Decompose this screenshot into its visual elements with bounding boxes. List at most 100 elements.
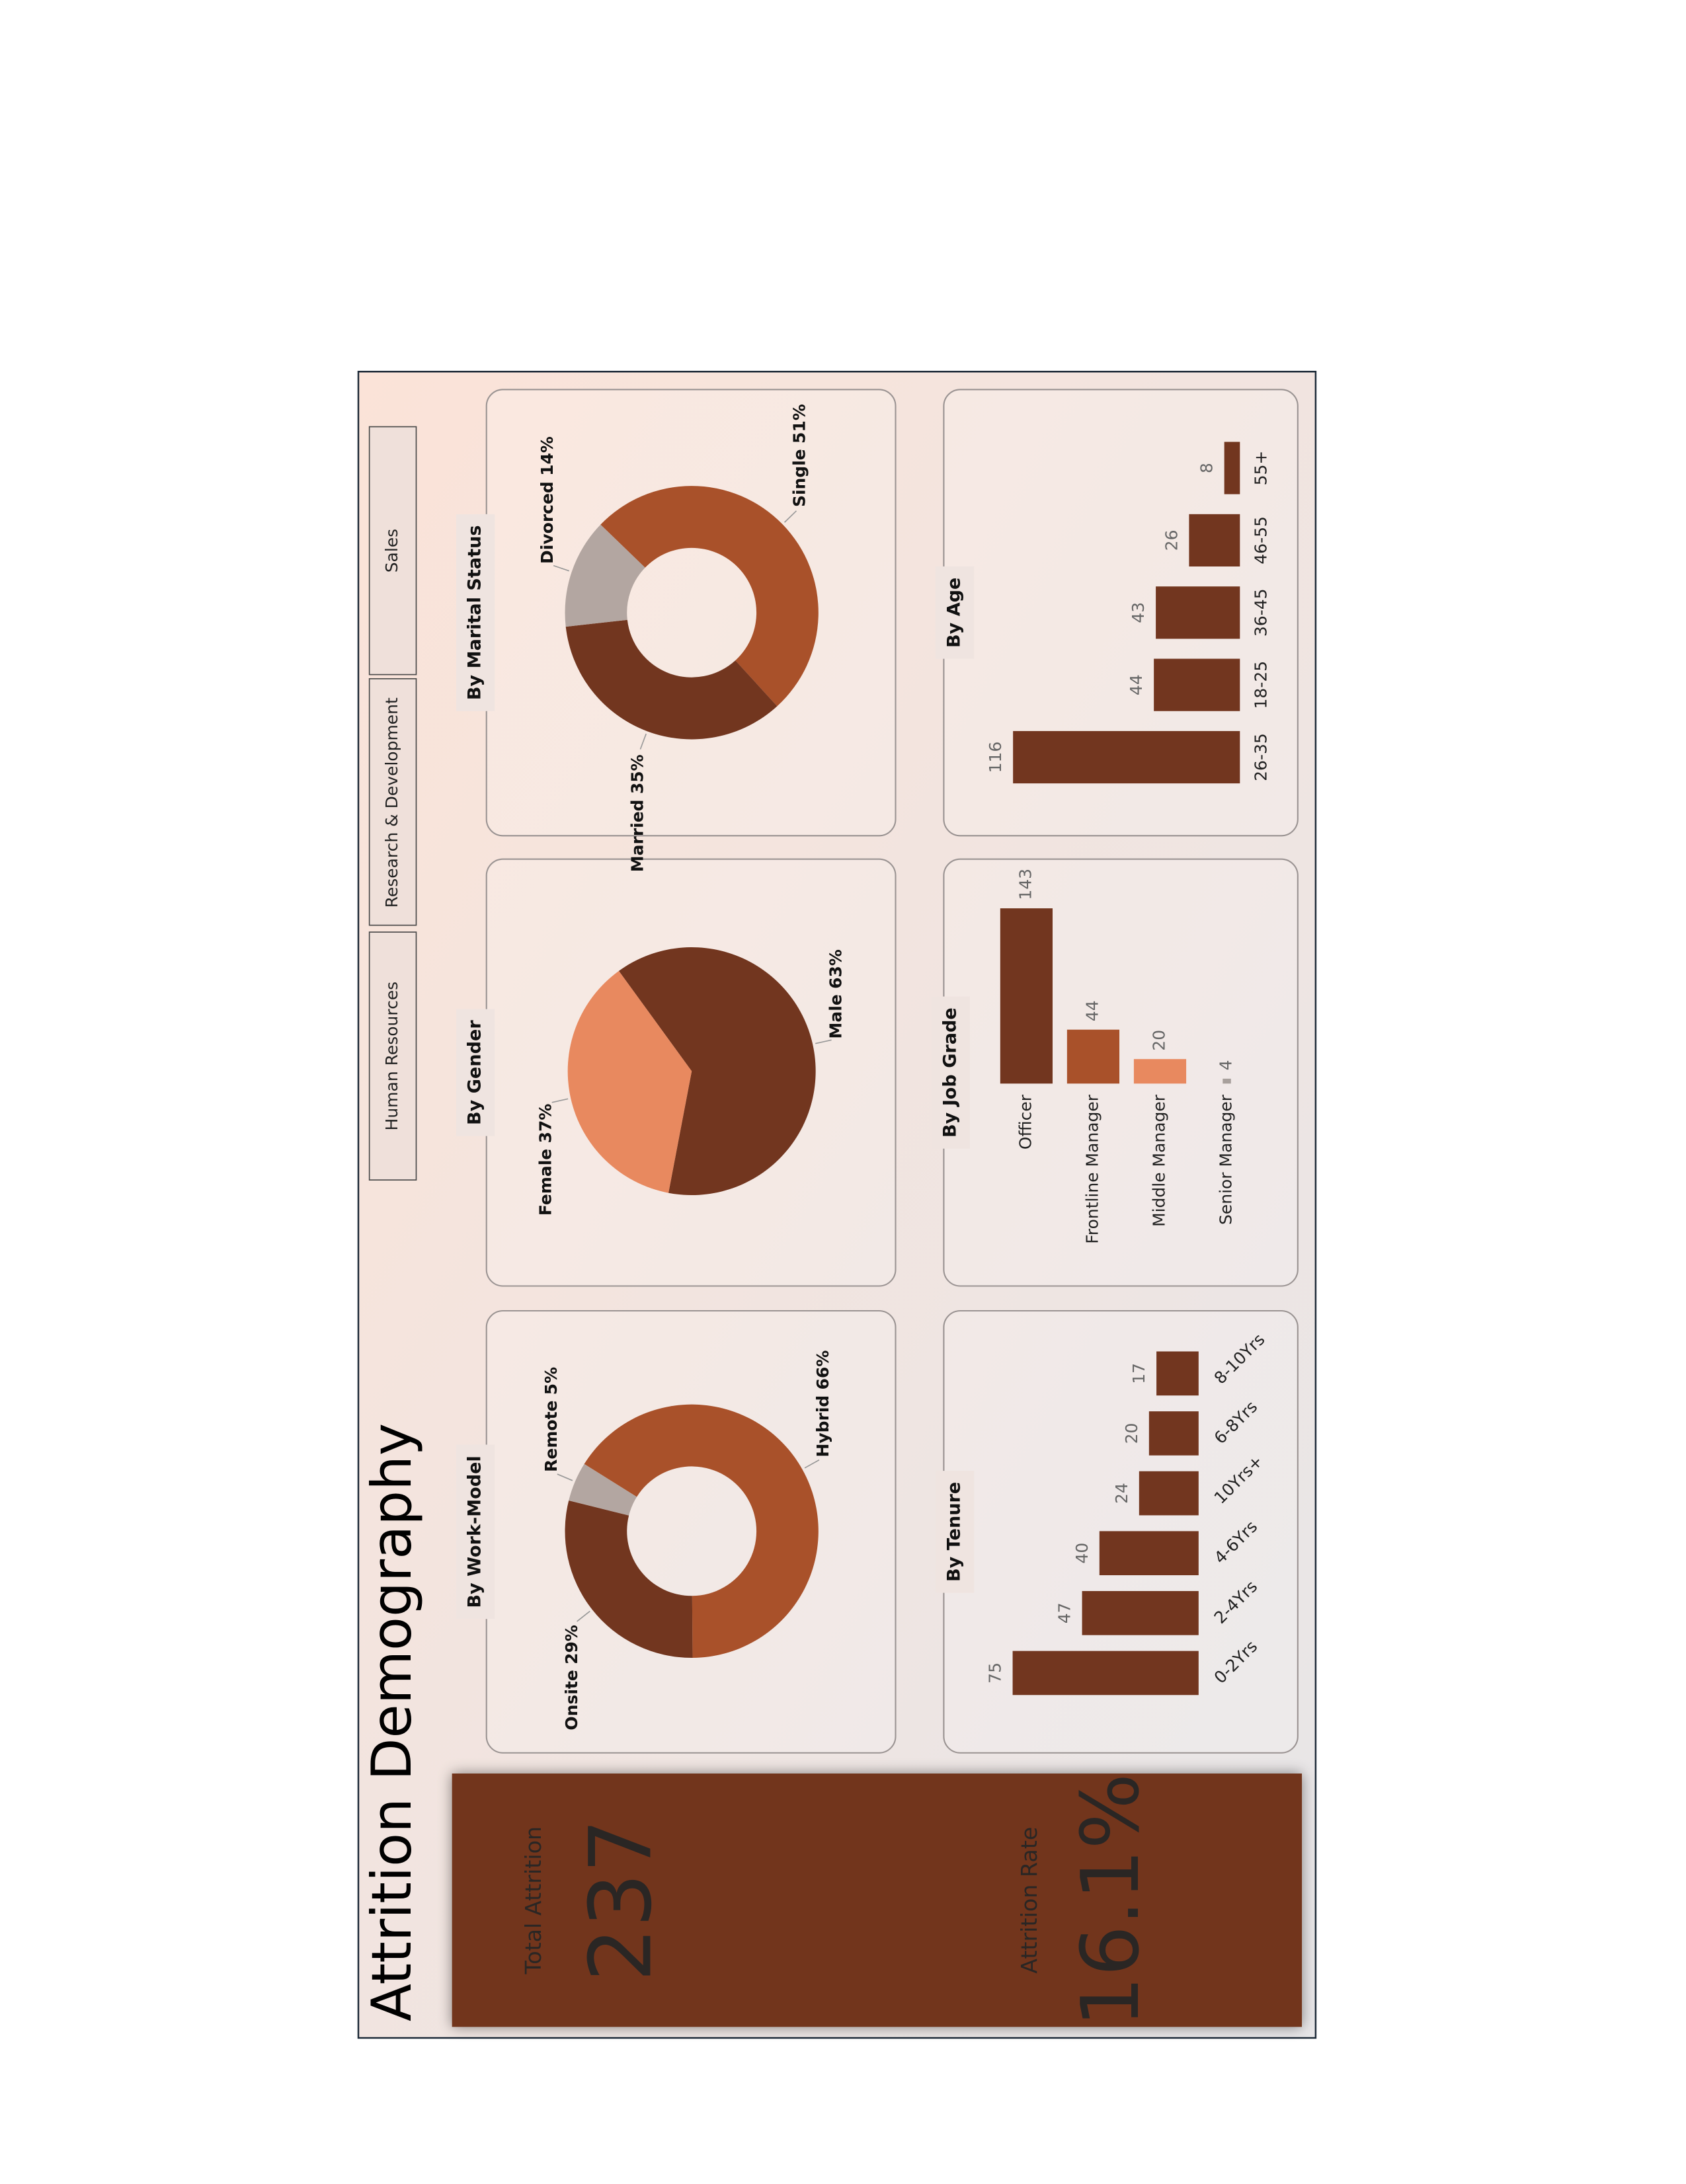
bar	[1156, 1351, 1199, 1396]
category-label: Frontline Manager	[1082, 1094, 1102, 1243]
pie-slice	[569, 1463, 637, 1516]
dashboard-background	[357, 370, 1317, 2039]
pie-slice	[565, 524, 645, 627]
chart-title-background	[935, 1471, 975, 1593]
data-label: Male 63%	[826, 949, 846, 1038]
value-label: 43	[1129, 602, 1148, 623]
bar	[1082, 1590, 1199, 1635]
bar	[1223, 1078, 1231, 1084]
bar	[1148, 1411, 1199, 1456]
category-label: Middle Manager	[1149, 1094, 1168, 1227]
value-label: 143	[1016, 869, 1035, 900]
bar	[1012, 1651, 1199, 1696]
bar	[1099, 1531, 1199, 1576]
pie-slice	[600, 486, 819, 707]
kpi-label: Attrition Rate	[1016, 1827, 1042, 1974]
category-label: Senior Manager	[1217, 1094, 1236, 1225]
value-label: 29%	[562, 1625, 581, 1664]
category-label: Hybrid	[813, 1395, 832, 1458]
pie-slice	[565, 619, 778, 740]
chart-title-background	[456, 514, 495, 711]
value-label: 47	[1055, 1602, 1074, 1623]
slicer-button[interactable]	[368, 931, 417, 1181]
leader-line	[553, 565, 570, 572]
chart-title-background	[935, 566, 975, 659]
category-label: Married	[628, 799, 647, 872]
category-label: Onsite	[562, 1670, 581, 1730]
value-label: 51%	[789, 404, 809, 444]
category-label: 26-35	[1252, 733, 1271, 781]
chart-title-background	[456, 1009, 495, 1136]
bar	[1139, 1471, 1199, 1516]
slicer-label[interactable]: Human Resources	[382, 982, 401, 1131]
data-label: Single 51%	[789, 404, 809, 507]
bar	[1133, 1059, 1187, 1084]
data-label: Onsite 29%	[562, 1625, 581, 1731]
data-label: Female 37%	[536, 1104, 555, 1216]
value-label: 8	[1197, 463, 1217, 473]
value-label: 5%	[542, 1367, 561, 1395]
data-label: Divorced 14%	[538, 436, 557, 564]
chart-title: By Marital Status	[465, 526, 485, 701]
leader-line	[783, 510, 797, 523]
kpi-value: 237	[571, 1818, 670, 1982]
data-label: Remote 5%	[542, 1367, 561, 1472]
dashboard-title: Attrition Demography	[360, 1423, 424, 2021]
slicer-button[interactable]	[368, 678, 417, 926]
slicer-label[interactable]: Sales	[382, 529, 401, 573]
kpi-panel	[452, 1774, 1303, 2027]
category-label: Remote	[542, 1401, 561, 1472]
category-label: 18-25	[1252, 661, 1271, 709]
value-label: 44	[1082, 1000, 1102, 1021]
category-label: Female	[536, 1149, 555, 1216]
value-label: 75	[986, 1662, 1005, 1684]
leader-line	[804, 1459, 820, 1469]
bar	[1013, 730, 1240, 784]
category-label: 46-55	[1252, 516, 1271, 565]
value-label: 20	[1122, 1423, 1141, 1444]
category-label: 36-45	[1252, 588, 1271, 637]
value-label: 63%	[826, 949, 846, 989]
pie-slice	[565, 1500, 693, 1658]
value-label: 20	[1149, 1030, 1168, 1051]
value-label: 44	[1127, 674, 1146, 695]
value-label: 14%	[538, 436, 557, 476]
value-label: 26	[1162, 530, 1181, 551]
leader-line	[577, 1610, 590, 1622]
chart-title: By Age	[944, 578, 965, 648]
value-label: 116	[986, 742, 1005, 773]
value-label: 17	[1129, 1363, 1148, 1384]
bar	[1000, 908, 1053, 1084]
category-label: Divorced	[538, 481, 557, 564]
leader-line	[557, 1473, 573, 1481]
pie-slice	[618, 947, 816, 1196]
data-label: Married 35%	[628, 754, 647, 872]
chart-title: By Gender	[465, 1020, 485, 1125]
category-label: 55+	[1252, 451, 1271, 486]
kpi-label: Total Attrition	[520, 1826, 546, 1975]
chart-title-background	[456, 1444, 495, 1619]
bar	[1156, 586, 1240, 639]
bar	[1189, 514, 1240, 566]
chart-title: By Tenure	[944, 1482, 965, 1582]
data-label: Hybrid 66%	[813, 1350, 832, 1458]
dashboard: Attrition Demography Total Attrition 237…	[357, 370, 1317, 2039]
category-label: Male	[826, 994, 846, 1038]
slicer-label[interactable]: Research & Development	[382, 697, 401, 908]
chart-card	[943, 858, 1299, 1287]
value-label: 4	[1217, 1060, 1236, 1070]
kpi-value: 16.1%	[1064, 1774, 1157, 2027]
pie-slice	[584, 1404, 819, 1658]
bar	[1154, 658, 1240, 711]
value-label: 24	[1112, 1483, 1131, 1504]
pie-slice	[567, 970, 692, 1193]
value-label: 37%	[536, 1104, 555, 1144]
bar	[1224, 442, 1240, 494]
bar	[1066, 1029, 1120, 1084]
value-label: 35%	[628, 754, 647, 794]
leader-line	[815, 1039, 832, 1044]
slicer-button[interactable]	[368, 426, 417, 676]
leader-line	[639, 733, 647, 750]
